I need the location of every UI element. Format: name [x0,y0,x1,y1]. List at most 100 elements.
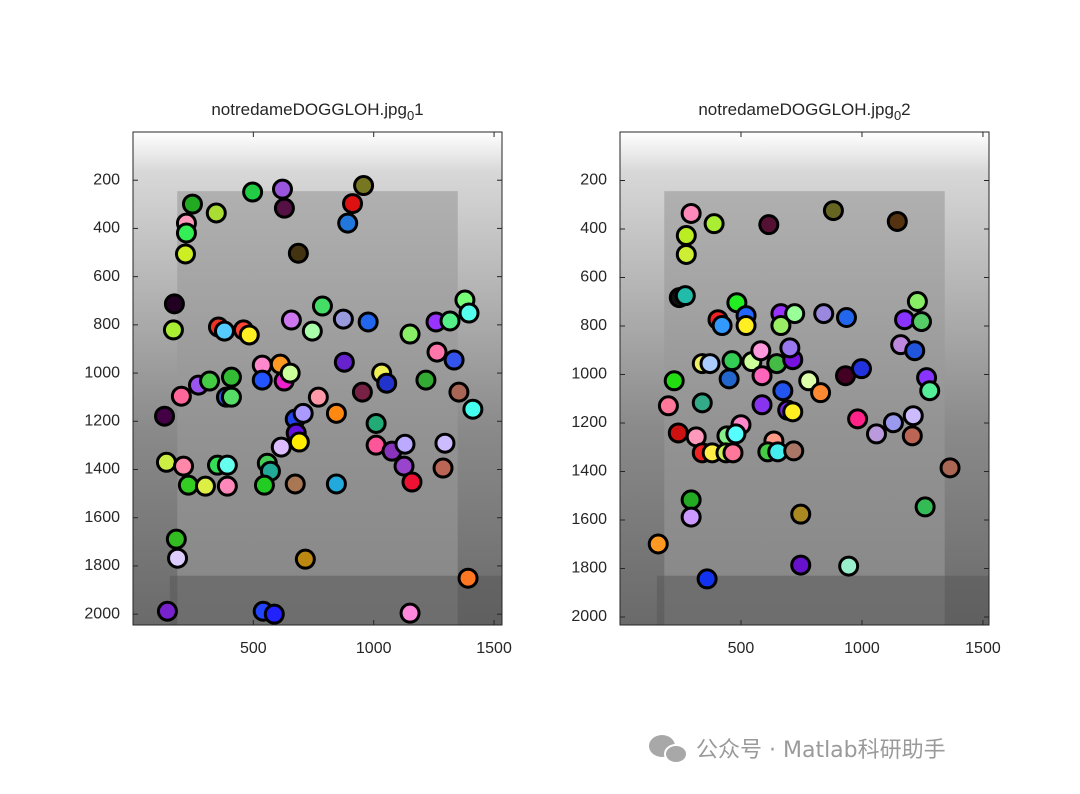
keypoint [904,340,926,362]
keypoint [675,243,697,265]
keypoint [156,600,178,622]
y-tick-label: 400 [93,220,120,237]
keypoint [894,309,916,331]
y-tick-label: 1400 [571,463,607,480]
keypoint [311,295,333,317]
keypoint [325,402,347,424]
chart-title: notredameDOGGLOH.jpg01 [211,100,423,123]
keypoint [253,474,275,496]
y-tick-label: 1600 [571,511,607,528]
title-part: notredameDOGGLOH.jpg [211,100,407,119]
keypoint [901,425,923,447]
y-tick-label: 1000 [571,366,607,383]
y-tick-label: 800 [580,317,607,334]
keypoint [216,475,238,497]
keypoint [770,315,792,337]
keypoint [750,340,772,362]
keypoint [910,311,932,333]
keypoint [353,175,375,197]
keypoint [691,392,713,414]
keypoint [790,554,812,576]
keypoint [939,457,961,479]
y-tick-label: 800 [93,316,120,333]
keypoint [393,455,415,477]
keypoint [865,423,887,445]
title-part: 0 [407,108,414,123]
keypoint [181,193,203,215]
y-tick-label: 600 [580,269,607,286]
keypoint [696,568,718,590]
keypoint [462,398,484,420]
y-tick-label: 1000 [84,364,120,381]
keypoint [154,405,176,427]
keypoint [722,442,744,464]
keypoint [173,455,195,477]
keypoint [167,547,189,569]
keypoint [288,431,310,453]
keypoint [784,303,806,325]
keypoint [902,405,924,427]
keypoint [674,285,696,307]
keypoint [458,302,480,324]
keypoint [273,197,295,219]
keypoint [175,222,197,244]
keypoint [242,181,264,203]
keypoint [284,473,306,495]
keypoint [919,380,941,402]
x-tick-label: 500 [728,640,755,657]
keypoint [170,385,192,407]
keypoint [847,408,869,430]
keypoint [680,506,702,528]
keypoint [220,366,242,388]
y-tick-label: 200 [580,172,607,189]
keypoint [735,315,757,337]
keypoint [772,380,794,402]
keypoint [325,473,347,495]
keypoint [822,200,844,222]
keypoint [432,457,454,479]
axes-box [619,131,990,626]
keypoint [199,370,221,392]
y-tick-label: 2000 [84,605,120,622]
keypoint [457,567,479,589]
keypoint [657,395,679,417]
keypoint [333,351,355,373]
keypoint [177,474,199,496]
keypoint [850,358,872,380]
keypoint [213,320,235,342]
keypoint [251,369,273,391]
keypoint [439,310,461,332]
keypoint [287,242,309,264]
keypoint [301,320,323,342]
title-part: 1 [414,100,423,119]
keypoint [163,293,185,315]
x-tick-label: 1000 [356,640,392,657]
keypoint [271,178,293,200]
axes-box [132,131,503,626]
title-part: notredameDOGGLOH.jpg [698,100,894,119]
y-tick-label: 1600 [84,509,120,526]
keypoint [680,202,702,224]
keypoint [205,202,227,224]
keypoint [342,193,364,215]
title-part: 0 [894,108,901,123]
y-tick-label: 200 [93,171,120,188]
keypoint [667,422,689,444]
keypoint [680,489,702,511]
y-tick-label: 600 [93,268,120,285]
keypoint [174,243,196,265]
keypoint [401,471,423,493]
keypoint [376,372,398,394]
keypoint [357,311,379,333]
keypoint [699,353,721,375]
watermark: 公众号 · Matlab科研助手 [649,735,946,764]
keypoint [751,365,773,387]
keypoint [721,350,743,372]
keypoint [751,394,773,416]
keypoint [162,319,184,341]
watermark-text: 公众号 · Matlab科研助手 [696,738,946,763]
keypoint [365,412,387,434]
y-tick-label: 1200 [84,413,120,430]
